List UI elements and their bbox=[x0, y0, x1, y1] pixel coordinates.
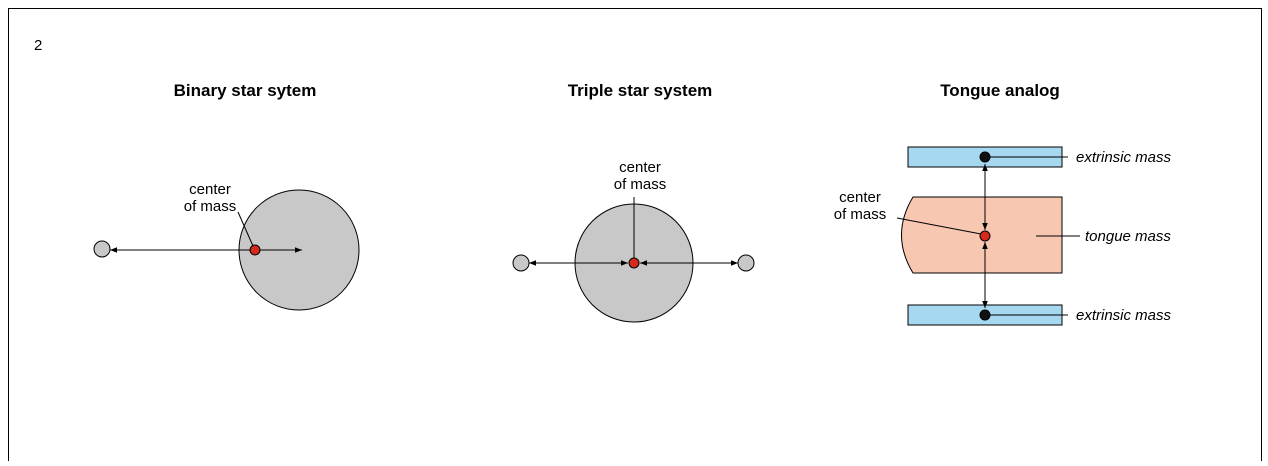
panel-title: Tongue analog bbox=[940, 81, 1060, 100]
center-of-mass bbox=[629, 258, 639, 268]
figure: 2 Binary star sytem center of mass Tripl… bbox=[0, 0, 1268, 461]
panel-title: Binary star sytem bbox=[174, 81, 317, 100]
label: extrinsic mass bbox=[1076, 149, 1172, 166]
panel-tongue: Tongue analog center of mass extrinsic m… bbox=[834, 81, 1172, 325]
panel-binary: Binary star sytem center of mass bbox=[94, 81, 359, 310]
label: of mass bbox=[184, 198, 237, 215]
small-star bbox=[94, 241, 110, 257]
label: center bbox=[189, 181, 231, 198]
label: center bbox=[839, 189, 881, 206]
figure-number: 2 bbox=[34, 37, 42, 54]
label: tongue mass bbox=[1085, 228, 1171, 245]
extrinsic-dot bbox=[980, 310, 990, 320]
label: center bbox=[619, 159, 661, 176]
label: of mass bbox=[834, 206, 887, 223]
small-star bbox=[738, 255, 754, 271]
small-star bbox=[513, 255, 529, 271]
center-of-mass bbox=[980, 231, 990, 241]
center-of-mass bbox=[250, 245, 260, 255]
label: of mass bbox=[614, 176, 667, 193]
panel-title: Triple star system bbox=[568, 81, 713, 100]
panel-triple: Triple star system center of mass bbox=[513, 81, 754, 322]
extrinsic-dot bbox=[980, 152, 990, 162]
label: extrinsic mass bbox=[1076, 307, 1172, 324]
